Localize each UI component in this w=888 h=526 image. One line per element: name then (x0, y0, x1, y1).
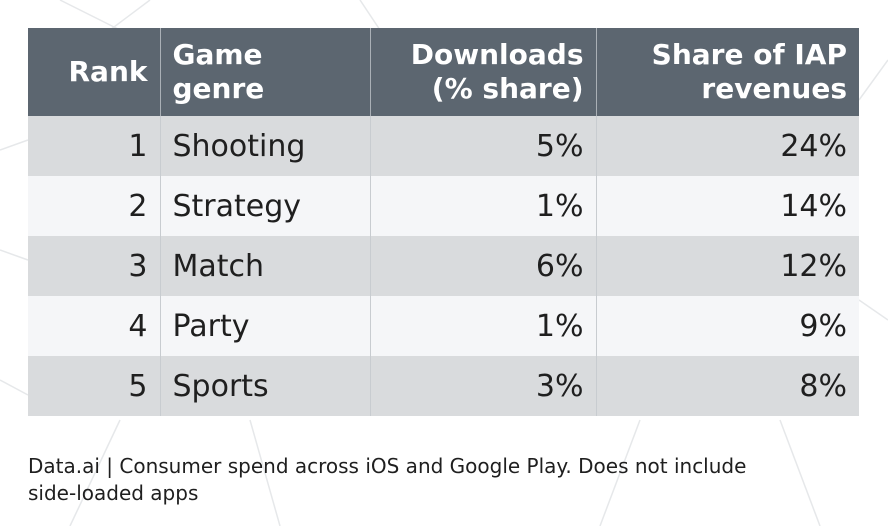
table-row: 5 Sports 3% 8% (28, 356, 859, 416)
header-downloads: Downloads (% share) (369, 28, 596, 116)
cell-genre: Shooting (159, 116, 370, 176)
genre-table-container: Rank Game genre Downloads (% share) Shar… (28, 28, 859, 416)
cell-rank: 5 (28, 356, 160, 416)
cell-rank: 3 (28, 236, 160, 296)
table-header-row: Rank Game genre Downloads (% share) Shar… (28, 28, 859, 116)
cell-iap: 9% (595, 296, 859, 356)
cell-downloads: 5% (369, 116, 596, 176)
cell-iap: 14% (595, 176, 859, 236)
cell-iap: 8% (595, 356, 859, 416)
header-rank: Rank (28, 28, 160, 116)
source-note-line1: Data.ai | Consumer spend across iOS and … (28, 454, 747, 478)
cell-rank: 4 (28, 296, 160, 356)
header-iap: Share of IAP revenues (595, 28, 859, 116)
cell-iap: 24% (595, 116, 859, 176)
header-iap-line1: Share of IAP (651, 38, 847, 71)
table-row: 1 Shooting 5% 24% (28, 116, 859, 176)
cell-downloads: 6% (369, 236, 596, 296)
cell-downloads: 3% (369, 356, 596, 416)
header-downloads-line2: (% share) (431, 72, 584, 105)
genre-table: Rank Game genre Downloads (% share) Shar… (28, 28, 859, 416)
source-note: Data.ai | Consumer spend across iOS and … (28, 453, 828, 507)
header-genre-label: Game genre (172, 38, 265, 105)
cell-downloads: 1% (369, 296, 596, 356)
cell-genre: Sports (159, 356, 370, 416)
header-rank-label: Rank (68, 55, 148, 88)
table-row: 2 Strategy 1% 14% (28, 176, 859, 236)
header-downloads-line1: Downloads (410, 38, 584, 71)
header-genre: Game genre (159, 28, 370, 116)
cell-iap: 12% (595, 236, 859, 296)
source-note-line2: side-loaded apps (28, 481, 199, 505)
cell-downloads: 1% (369, 176, 596, 236)
cell-rank: 1 (28, 116, 160, 176)
cell-rank: 2 (28, 176, 160, 236)
table-row: 4 Party 1% 9% (28, 296, 859, 356)
header-iap-line2: revenues (701, 72, 847, 105)
cell-genre: Match (159, 236, 370, 296)
cell-genre: Party (159, 296, 370, 356)
cell-genre: Strategy (159, 176, 370, 236)
table-row: 3 Match 6% 12% (28, 236, 859, 296)
